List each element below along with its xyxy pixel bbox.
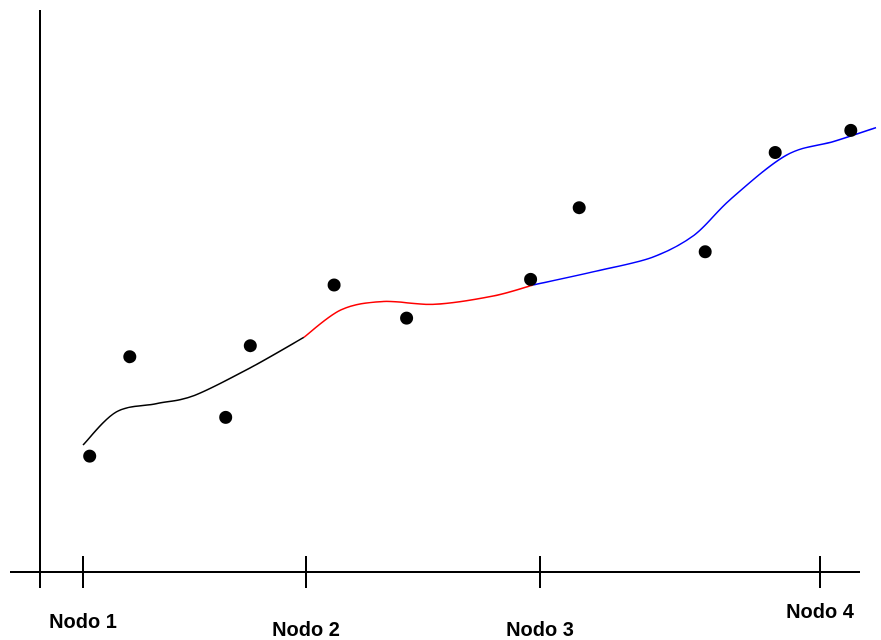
data-points (83, 123, 858, 463)
data-point-6 (400, 311, 414, 325)
spline-segment-1 (82, 336, 305, 446)
data-point-1 (83, 449, 97, 463)
node-labels: Nodo 1 Nodo 2 Nodo 3 Nodo 4 (49, 601, 855, 640)
spline-segment-3 (532, 126, 877, 286)
node-ticks (82, 556, 821, 588)
spline-segment-2 (303, 284, 534, 339)
data-point-10 (768, 146, 782, 159)
data-point-11 (844, 123, 858, 137)
data-point-2 (123, 350, 137, 364)
data-point-8 (572, 201, 586, 215)
node-label-3: Nodo 3 (506, 619, 574, 640)
node-label-4: Nodo 4 (786, 601, 855, 623)
spline-segments (82, 126, 877, 446)
data-point-5 (327, 278, 341, 292)
data-point-7 (524, 272, 538, 286)
data-point-4 (243, 339, 257, 353)
node-label-2: Nodo 2 (272, 619, 340, 640)
node-label-1: Nodo 1 (49, 611, 117, 633)
data-point-3 (219, 410, 233, 424)
data-point-9 (698, 245, 712, 259)
